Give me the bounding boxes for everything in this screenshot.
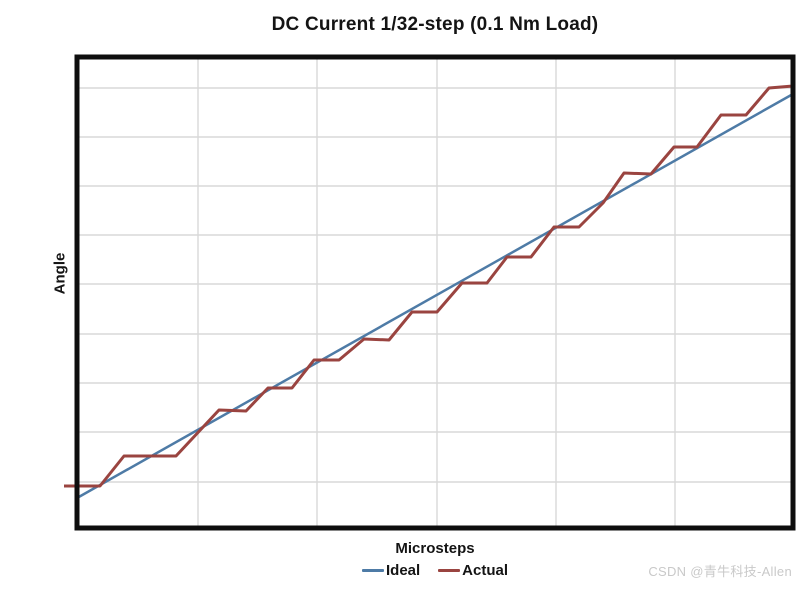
legend-label-actual: Actual [462,562,509,579]
ideal-line-swatch-icon [361,569,384,572]
legend-item-ideal: Ideal [361,562,421,579]
plot-border [74,54,796,531]
legend: Ideal Actual [77,562,793,579]
actual-line-swatch-icon [438,569,461,572]
legend-item-actual: Actual [438,562,508,579]
chart-title: DC Current 1/32-step (0.1 Nm Load) [271,14,599,35]
y-axis-label: Angle [51,252,69,295]
legend-label-ideal: Ideal [385,562,421,579]
actual-line [64,84,794,488]
watermark: CSDN @青牛科技-Allen [648,564,792,579]
ideal-line [76,92,794,500]
x-axis-label: Microsteps [395,540,475,557]
